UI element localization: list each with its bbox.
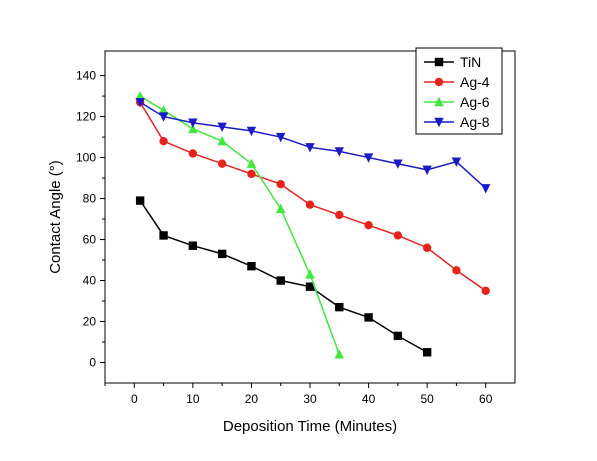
data-point-ag-4 bbox=[159, 136, 168, 146]
data-point-tin bbox=[135, 196, 145, 205]
x-tick-label: 10 bbox=[186, 392, 200, 406]
x-tick-label: 40 bbox=[362, 392, 376, 406]
data-point-ag-6 bbox=[217, 135, 227, 146]
data-point-tin bbox=[217, 249, 227, 259]
x-tick-label: 30 bbox=[303, 392, 317, 406]
data-point-ag-4 bbox=[335, 210, 344, 220]
data-point-ag-4 bbox=[364, 220, 373, 230]
series-ag-8 bbox=[135, 98, 491, 194]
data-point-ag-6 bbox=[246, 158, 257, 168]
legend: TiN Ag-4 Ag-6 Ag-8 bbox=[415, 47, 503, 135]
series-line-ag-6 bbox=[139, 95, 340, 355]
data-point-ag-4 bbox=[217, 159, 227, 168]
legend-label: TiN bbox=[460, 54, 481, 70]
data-point-ag-4 bbox=[305, 200, 315, 209]
data-point-ag-6 bbox=[305, 269, 315, 279]
legend-label: Ag-6 bbox=[460, 94, 490, 110]
x-tick-label: 0 bbox=[131, 392, 138, 406]
data-point-tin bbox=[305, 282, 315, 291]
legend-marker bbox=[434, 77, 444, 87]
y-tick-label: 60 bbox=[83, 233, 97, 247]
data-point-tin bbox=[422, 348, 432, 357]
legend-label: Ag-4 bbox=[460, 74, 490, 90]
data-point-ag-6 bbox=[158, 105, 169, 115]
series-ag-4 bbox=[135, 98, 490, 295]
data-point-ag-8 bbox=[422, 165, 432, 176]
data-point-ag-4 bbox=[247, 169, 256, 179]
x-tick-label: 50 bbox=[420, 392, 434, 406]
data-point-tin bbox=[188, 241, 198, 250]
data-point-ag-8 bbox=[276, 132, 286, 143]
series-ag-6 bbox=[135, 90, 344, 359]
legend-label: Ag-8 bbox=[460, 114, 490, 130]
data-point-tin bbox=[335, 302, 344, 312]
data-point-ag-8 bbox=[158, 112, 169, 122]
y-axis-title: Contact Angle (°) bbox=[47, 160, 64, 274]
data-point-tin bbox=[159, 231, 168, 240]
data-point-ag-6 bbox=[334, 349, 344, 359]
legend-marker bbox=[434, 96, 444, 107]
y-tick-label: 120 bbox=[76, 110, 96, 124]
x-axis-title: Deposition Time (Minutes) bbox=[223, 418, 397, 435]
y-tick-label: 20 bbox=[83, 315, 97, 329]
data-point-ag-8 bbox=[217, 122, 227, 133]
legend-marker bbox=[434, 57, 444, 67]
legend-item-tin: TiN bbox=[424, 54, 481, 70]
data-point-ag-6 bbox=[135, 90, 145, 101]
data-point-ag-8 bbox=[481, 184, 491, 194]
legend-item-ag-8: Ag-8 bbox=[424, 114, 490, 130]
legend-marker bbox=[434, 117, 444, 128]
series-tin bbox=[135, 196, 432, 357]
y-tick-label: 80 bbox=[83, 192, 97, 206]
x-tick-label: 60 bbox=[479, 392, 493, 406]
x-tick-label: 20 bbox=[245, 392, 259, 406]
y-tick-label: 0 bbox=[89, 356, 96, 370]
data-point-tin bbox=[276, 276, 285, 285]
data-point-ag-4 bbox=[452, 266, 461, 275]
data-point-ag-8 bbox=[305, 143, 315, 153]
data-point-tin bbox=[364, 313, 373, 322]
data-point-ag-8 bbox=[334, 147, 344, 157]
data-point-ag-8 bbox=[188, 118, 198, 128]
data-point-ag-4 bbox=[422, 243, 432, 252]
y-tick-label: 40 bbox=[83, 274, 97, 288]
legend-item-ag-6: Ag-6 bbox=[424, 94, 490, 110]
data-point-ag-4 bbox=[276, 180, 285, 189]
data-point-ag-4 bbox=[188, 149, 198, 158]
y-axis: 0 20 40 60 80 100 120 140 bbox=[76, 69, 105, 370]
data-point-ag-4 bbox=[481, 286, 490, 295]
data-point-tin bbox=[247, 261, 256, 271]
data-point-ag-8 bbox=[135, 98, 145, 108]
legend-item-ag-4: Ag-4 bbox=[424, 74, 490, 90]
y-tick-label: 100 bbox=[76, 151, 96, 165]
data-point-ag-6 bbox=[276, 203, 286, 214]
data-point-ag-4 bbox=[393, 231, 403, 240]
data-point-ag-8 bbox=[393, 159, 403, 169]
series-layer bbox=[135, 90, 491, 359]
data-point-ag-8 bbox=[363, 153, 374, 163]
y-tick-label: 140 bbox=[76, 69, 96, 83]
data-point-ag-8 bbox=[246, 126, 257, 137]
data-point-tin bbox=[393, 331, 403, 341]
data-point-ag-8 bbox=[451, 157, 462, 167]
data-point-ag-6 bbox=[188, 123, 198, 134]
x-axis: 0 10 20 30 40 50 60 bbox=[104, 383, 493, 406]
